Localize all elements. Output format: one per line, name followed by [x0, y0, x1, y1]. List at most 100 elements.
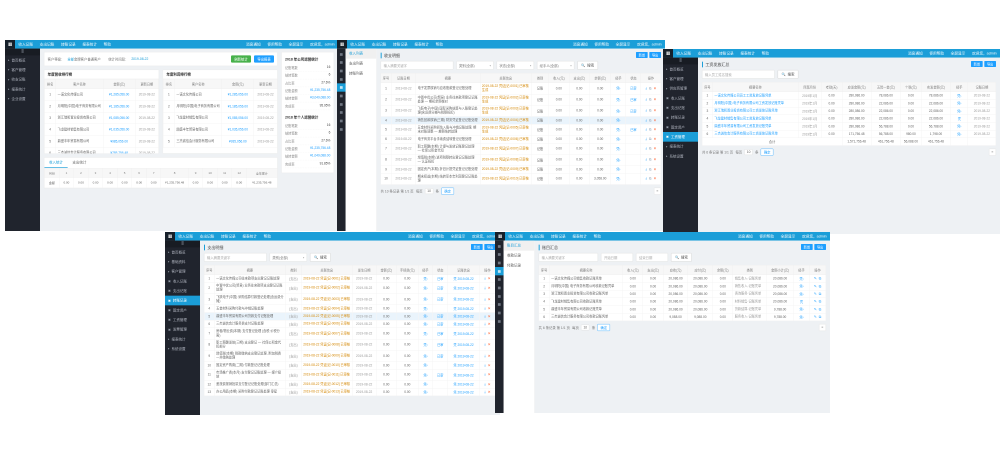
sidebar-item[interactable]: ▣ 转账记录 — [165, 295, 200, 306]
filter-link[interactable]: 全部 — [67, 57, 74, 62]
table-tools-icon[interactable]: ≡ — [988, 148, 996, 156]
nav-menu-item[interactable]: 收入记账 — [350, 42, 365, 47]
toolbar-button[interactable]: 新增 — [800, 243, 813, 250]
submenu-item[interactable]: 收款记录 — [506, 253, 521, 258]
delete-icon[interactable]: ✕ — [653, 118, 657, 123]
table-row[interactable]: 4 飞龙建材销售有限公司收款记账凭单 0.00 0.00 20,086.00 2… — [538, 297, 826, 306]
submenu-item[interactable]: 转账列表 — [348, 71, 363, 76]
delete-icon[interactable]: ✕ — [487, 389, 491, 394]
delete-icon[interactable]: ✕ — [487, 306, 491, 311]
table-tools-icon[interactable]: ≡ — [818, 323, 826, 331]
sidebar-item[interactable]: ▣ 固定资产 — [663, 122, 698, 132]
filter-select[interactable]: 状态(全部) ▾ — [496, 60, 534, 70]
per-page-select[interactable]: 10 — [744, 149, 753, 155]
download-icon[interactable]: ⤓ — [484, 353, 486, 358]
table-row[interactable]: 7 2019-08-22 职工薪酬(本期) 计提与发放记账登记处理 — 社保公积… — [380, 142, 661, 155]
filter-link[interactable]: 金牌客户 — [73, 57, 88, 62]
rail-icon[interactable]: ▦ — [497, 252, 502, 257]
table-row[interactable]: 4 鼎盛丰年贸易有限公司 ¥1,035,056.00 2019-08-22 — [162, 123, 278, 136]
table-row[interactable]: 5 2019-08-22 五金材料采购暂估入账与冲销记账处理, 期末对账调整 —… — [380, 124, 661, 136]
delete-icon[interactable]: ✕ — [487, 353, 491, 358]
rail-icon[interactable]: ▦ — [497, 302, 502, 307]
download-icon[interactable]: ⤓ — [484, 285, 486, 290]
nav-user-item[interactable]: 使用帮助 — [429, 234, 445, 239]
rail-icon[interactable]: ▦ — [497, 294, 502, 299]
rail-icon[interactable]: ▦ — [497, 285, 502, 290]
download-icon[interactable]: ⤓ — [484, 321, 486, 326]
edit-icon[interactable]: ✎ — [813, 276, 817, 281]
copy-icon[interactable]: ⧉ — [648, 118, 652, 123]
nav-user-item[interactable]: 使用帮助 — [759, 234, 775, 239]
confirm-page-button[interactable]: 确定 — [597, 323, 611, 331]
search-button[interactable]: 🔍 搜索 — [309, 252, 331, 262]
copy-icon[interactable]: ⧉ — [648, 157, 652, 162]
table-row[interactable]: 3 浙江瑞和置业投资有限公司工资发放记账凭单 2019年1月 0.00 280,… — [701, 106, 996, 115]
download-icon[interactable]: ⤓ — [645, 127, 647, 132]
export-report-button[interactable]: 导出报表 — [253, 55, 274, 63]
nav-menu-item[interactable]: 收入记账 — [508, 234, 523, 239]
table-row[interactable]: 6 三杰诚信会计服务有限公司收款记账凭单 0.00 0.00 9,088.00 … — [538, 312, 826, 321]
delete-icon[interactable]: ✕ — [487, 372, 491, 377]
table-row[interactable]: 4 飞龙建材销售有限公司工资发放记账凭单 2019年1月 0.00 280,08… — [701, 114, 996, 123]
download-icon[interactable]: ⤓ — [645, 146, 647, 151]
table-row[interactable]: 9 2019-08-22 固定资产(本期) 折旧计提凭证登记记账处理 2019-… — [380, 165, 661, 174]
app-logo[interactable]: ▦ — [165, 232, 175, 241]
app-logo[interactable]: ▦ — [5, 40, 15, 49]
nav-user-item[interactable]: 使用帮助 — [267, 42, 283, 47]
table-row[interactable]: 4 五金材料采购付款与冲销记账处理 (支出) 2019-08-22 凭证[记-0… — [203, 304, 496, 313]
app-logo[interactable]: ▦ — [663, 49, 673, 58]
sidebar-item[interactable]: ▣ 发票管理 — [165, 325, 200, 335]
delete-icon[interactable]: ✕ — [653, 137, 657, 142]
stats-tab[interactable]: 收入统计 — [44, 158, 68, 168]
edit-icon[interactable]: ✎ — [813, 314, 817, 319]
nav-menu-item[interactable]: 支出记账 — [199, 234, 215, 239]
download-icon[interactable]: ⤓ — [484, 276, 486, 281]
search-button[interactable]: 🔍 搜索 — [670, 252, 692, 262]
sidebar-item[interactable]: ▸ 收支记账 — [5, 75, 40, 85]
edit-icon[interactable]: ✎ — [813, 291, 817, 296]
table-row[interactable]: 8 职工薪酬发放(三期) 支出登记 — 社保公积金代扣部分 (支出) 2019-… — [203, 339, 496, 351]
copy-icon[interactable]: ⧉ — [818, 307, 822, 312]
table-row[interactable]: 12 差旅费报销批量支付登记记账处理(部门汇总) (支出) 2019-08-22… — [203, 380, 496, 389]
copy-icon[interactable]: ⧉ — [648, 176, 652, 181]
nav-user-item[interactable]: 消息通知 — [408, 234, 423, 239]
nav-menu-item[interactable]: 报表统计 — [414, 42, 429, 47]
delete-icon[interactable]: ✕ — [653, 108, 657, 113]
nav-user-item[interactable]: 欢迎您，admin — [472, 234, 497, 239]
delete-icon[interactable]: ✕ — [653, 86, 657, 91]
nav-menu-item[interactable]: 支出记账 — [39, 42, 55, 47]
table-row[interactable]: 2 月明阳(中国)电子商务有限公司 ¥1,185,056.00 2019-08-… — [44, 100, 159, 113]
filter-select[interactable]: 类别(全部) ▾ — [456, 60, 494, 70]
download-icon[interactable]: ⤓ — [484, 297, 486, 302]
search-input[interactable]: 输入员工姓名搜索 — [701, 69, 775, 79]
download-icon[interactable]: ⤓ — [484, 389, 486, 394]
table-row[interactable]: 1 2019-08-22 电子发票核销与应收账款登记记账处理 2019-08-2… — [380, 82, 661, 95]
nav-menu-item[interactable]: 转账记录 — [60, 42, 76, 47]
time-range-value[interactable]: 2019-08-22 — [131, 57, 149, 61]
app-logo[interactable]: ▦ — [337, 40, 347, 49]
table-row[interactable]: 6 三杰诚信会计服务有限公司 ¥785,756.48 2019-08-22 — [44, 146, 159, 154]
delete-icon[interactable]: ✕ — [487, 382, 491, 387]
sidebar-collapse-icon[interactable]: ≣ — [5, 48, 40, 56]
table-row[interactable]: 1 一诺文化传媒公司销售收款记账凭单 0.00 0.00 20,086.00 2… — [538, 274, 826, 283]
rail-icon[interactable]: ▦ — [339, 68, 344, 73]
rail-icon[interactable]: ▦ — [339, 127, 344, 132]
nav-menu-item[interactable]: 报表统计 — [242, 234, 257, 239]
download-icon[interactable]: ⤓ — [484, 331, 486, 336]
delete-icon[interactable]: ✕ — [487, 331, 491, 336]
edit-icon[interactable]: ✎ — [813, 284, 817, 289]
rail-icon[interactable]: ▦ — [495, 266, 504, 276]
delete-icon[interactable]: ✕ — [653, 176, 657, 181]
nav-user-item[interactable]: 全屏显示 — [950, 51, 966, 56]
nav-user-item[interactable]: 消息通知 — [246, 42, 261, 47]
table-row[interactable]: 3 飞龙建材销售有限公司 ¥1,085,056.00 2019-08-22 — [162, 111, 278, 124]
nav-menu-item[interactable]: 帮助 — [103, 42, 111, 47]
nav-menu-item[interactable]: 支出记账 — [529, 234, 545, 239]
rail-icon[interactable]: ▦ — [337, 83, 346, 92]
sidebar-item[interactable]: ▣ 收入记账 — [165, 276, 200, 286]
toolbar-button[interactable]: 导出 — [984, 60, 996, 67]
nav-menu-item[interactable]: 支出记账 — [697, 51, 713, 56]
rail-icon[interactable]: ▦ — [339, 77, 344, 82]
table-row[interactable]: 2 月明阳(中国) 电子商务有限公司收款记账凭单 0.00 0.00 20,08… — [538, 282, 826, 291]
copy-icon[interactable]: ⧉ — [818, 314, 822, 319]
